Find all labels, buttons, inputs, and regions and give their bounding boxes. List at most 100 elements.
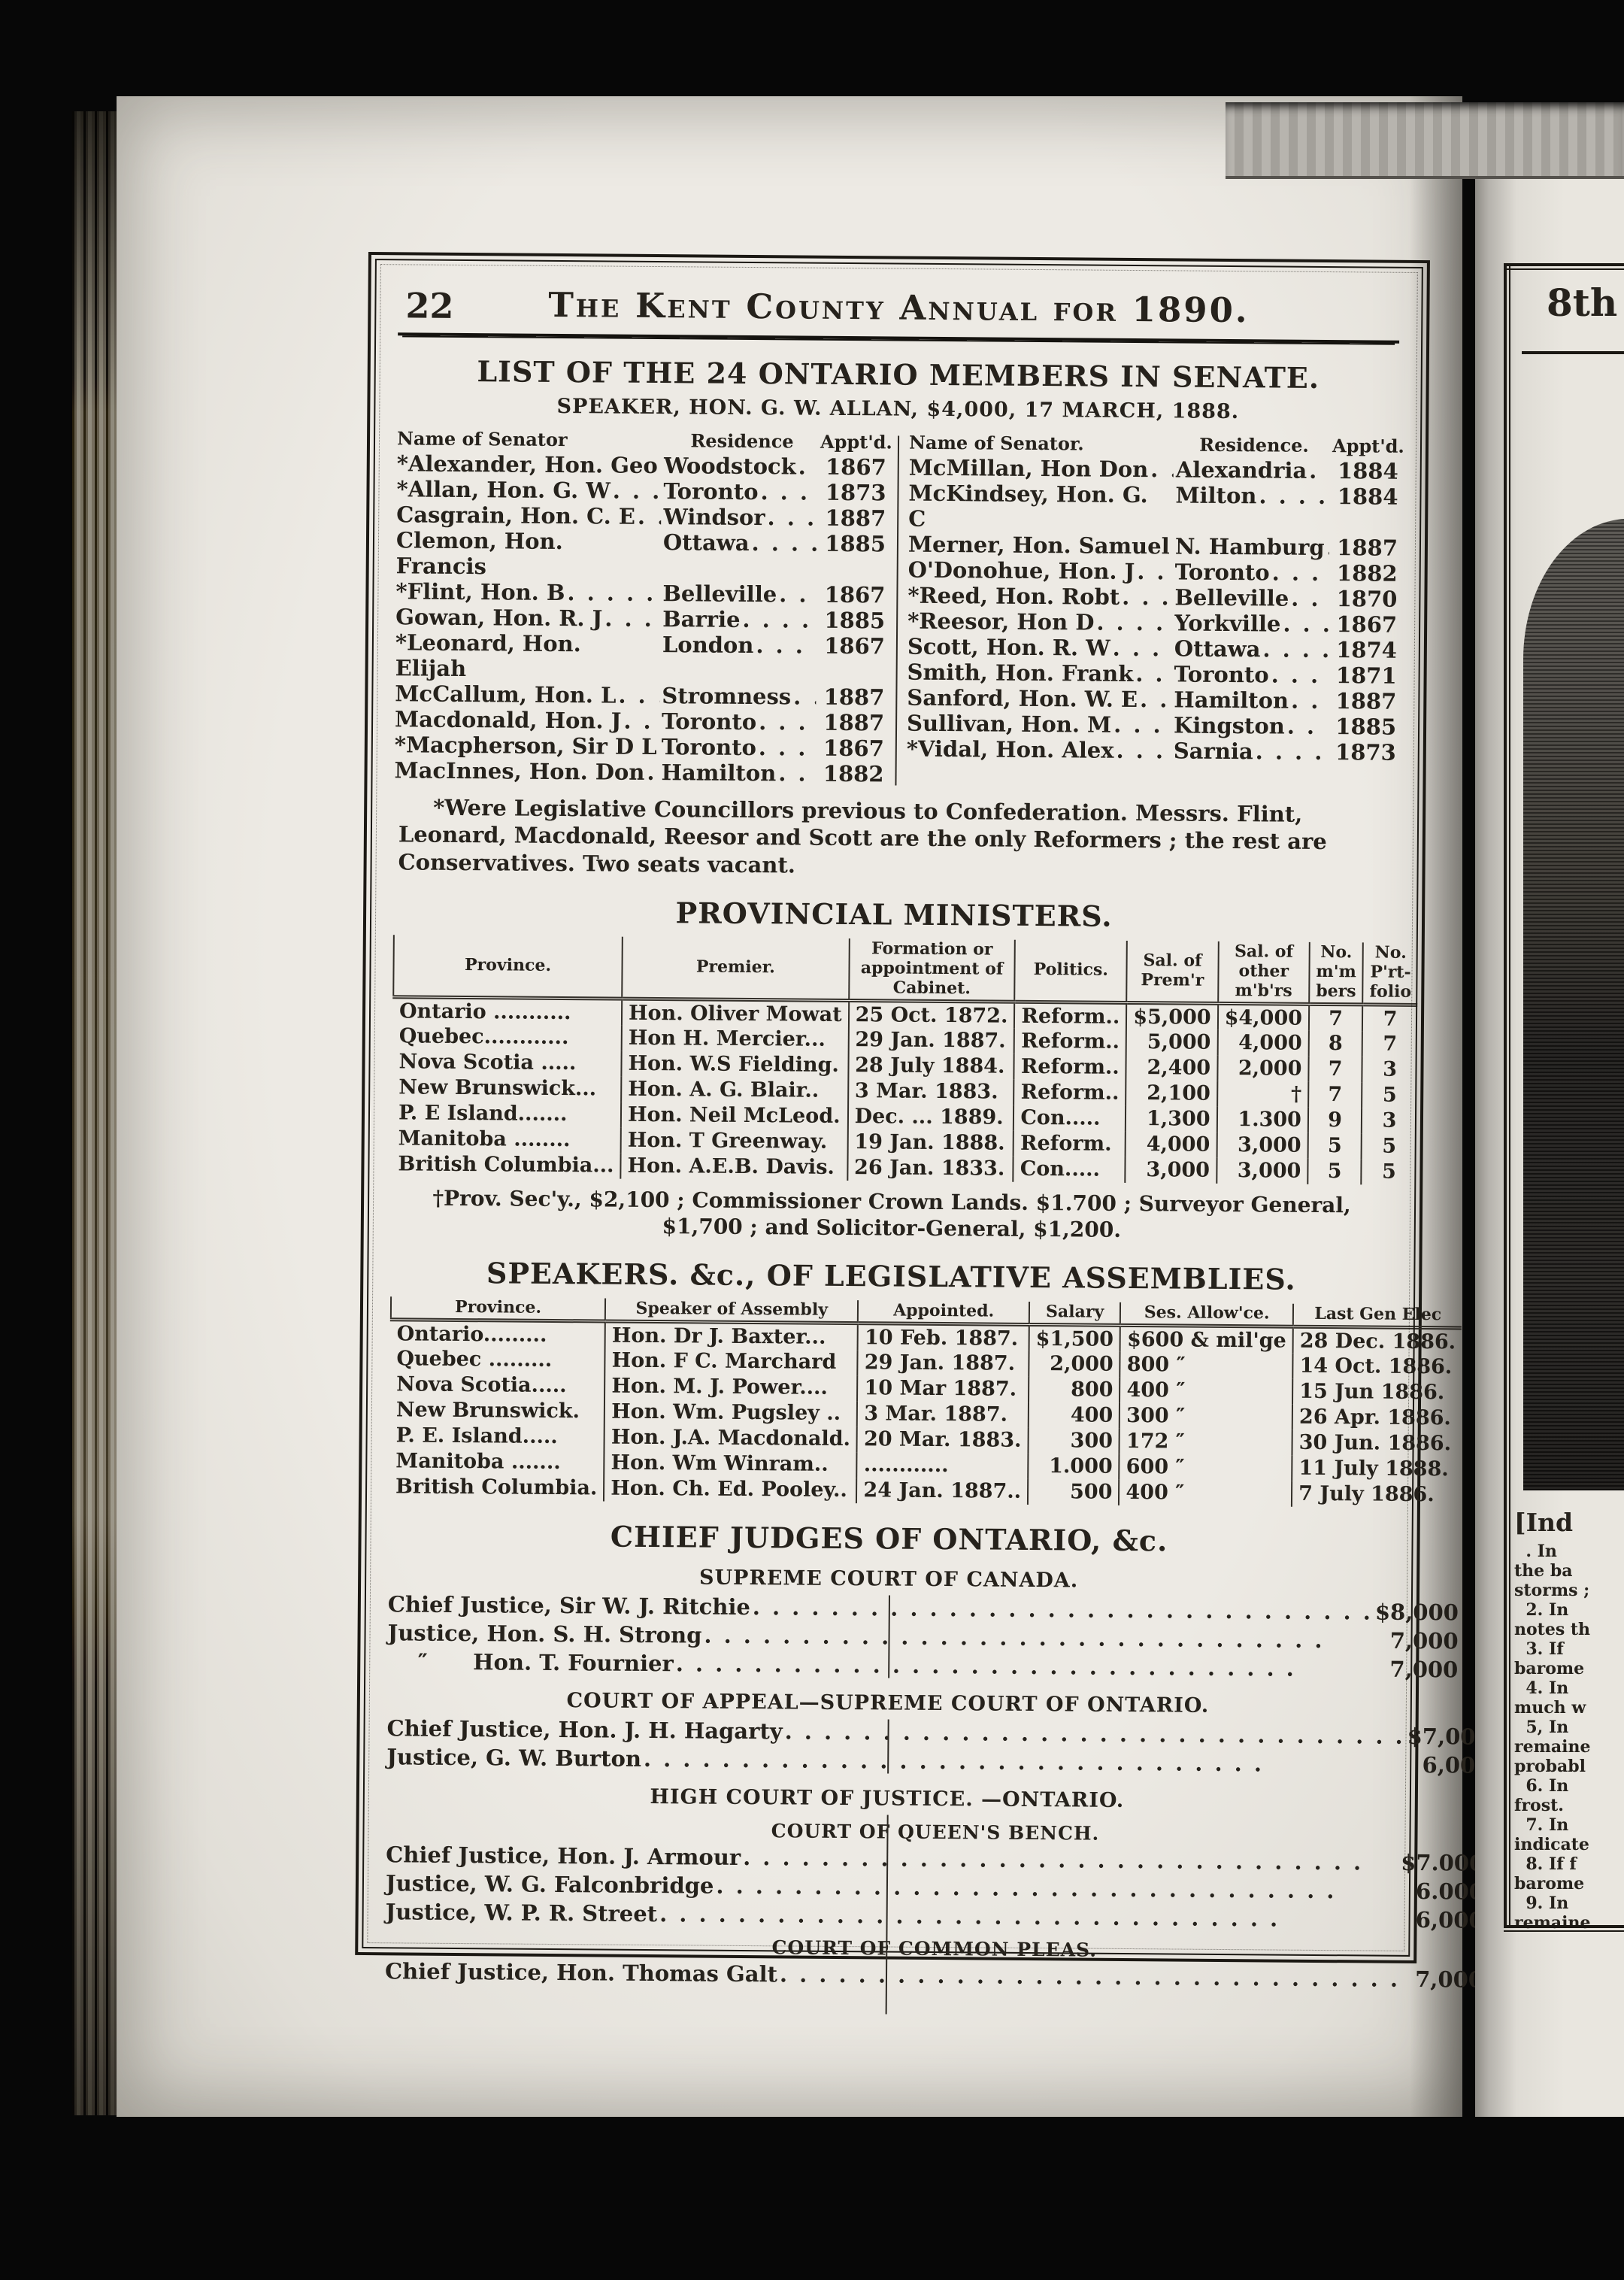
speaker-name: Hon. M. J. Power.... (604, 1373, 858, 1402)
senator-appointed-year: 1867 (823, 735, 884, 762)
judge-salary: 6.000 (1415, 1878, 1485, 1905)
ministers-footnote: †Prov. Sec'y., $2,100 ; Commissioner Cro… (432, 1185, 1351, 1242)
leader-dots (1326, 535, 1329, 560)
leader-dots (1271, 662, 1329, 688)
leader-dots (1122, 584, 1172, 611)
leader-dots (1262, 636, 1329, 662)
senator-appointed-year: 1870 (1336, 586, 1398, 612)
binding-cloth-band (1226, 102, 1624, 179)
speakers-col-header: Appointed. (858, 1299, 1030, 1325)
text-fragment: 2. In (1514, 1600, 1569, 1620)
premier: Hon. Neil McLeod. (620, 1102, 848, 1129)
leader-dots (767, 505, 817, 531)
senator-name: Scott, Hon. R. W (907, 633, 1110, 661)
num-portfolios: 5 (1361, 1159, 1416, 1185)
salary: 2,000 (1029, 1351, 1120, 1378)
senator-appointed-year: 1867 (825, 453, 886, 481)
leader-dots (1116, 738, 1171, 764)
text-fragment: remaine (1514, 1913, 1591, 1933)
senator-appointed-year: 1885 (825, 530, 886, 557)
leader-dots (756, 632, 817, 684)
cabinet-date: 19 Jan. 1888. (847, 1129, 1014, 1157)
province: New Brunswick. (395, 1398, 580, 1423)
cabinet-date: 25 Oct. 1872. (848, 1000, 1015, 1029)
senator-row: Sanford, Hon. W. E Hamilton 1887 (907, 685, 1396, 714)
senate-left-rows: *Alexander, Hon. Geo Woodstock 1867 *All… (394, 450, 886, 787)
senator-residence: Ottawa (1174, 635, 1261, 662)
leader-dots (1096, 610, 1172, 636)
premier: Hon H. Mercier... (621, 1026, 849, 1054)
senator-appointed-year: 1867 (1336, 611, 1398, 638)
leader-dots (753, 1593, 1373, 1626)
senate-table: Name of Senator Residence Appt'd. *Alexa… (394, 427, 1404, 791)
senator-name: *Flint, Hon. B (395, 578, 565, 606)
province: P. E Island....... (398, 1101, 568, 1126)
senator-name: Macdonald, Hon. J (394, 706, 622, 734)
province: Nova Scotia..... (396, 1372, 567, 1398)
salary-others: 3,000 (1216, 1132, 1308, 1159)
senator-row: Gowan, Hon. R. J Barrie 1885 (395, 604, 885, 633)
senator-appointed-year: 1867 (824, 632, 886, 659)
speaker-name: Hon. Ch. Ed. Pooley.. (604, 1475, 857, 1503)
leader-dots (798, 453, 818, 479)
senator-residence: Hamilton (1174, 687, 1289, 714)
salary-premier: 1,300 (1126, 1105, 1217, 1132)
province: New Brunswick... (398, 1075, 597, 1101)
judge-salary: $7.000 (1401, 1849, 1485, 1876)
leader-dots (778, 760, 816, 786)
right-page: 8th [Ind . In the ba storms ; 2. In notes t… (1475, 109, 1624, 2117)
province: Quebec ......... (396, 1347, 553, 1372)
senator-name: *Vidal, Hon. Alex (906, 735, 1114, 763)
cabinet-date: Dec. ... 1889. (847, 1104, 1014, 1131)
senator-appointed-year: 1887 (1337, 535, 1398, 561)
senator-row: Casgrain, Hon. C. E Windsor 1887 (396, 502, 886, 531)
salary: 1.000 (1028, 1453, 1120, 1480)
text-fragment: 9. In (1514, 1893, 1569, 1913)
senator-name: Casgrain, Hon. C. E (396, 502, 636, 529)
senator-name: *Allan, Hon. G. W (396, 476, 611, 504)
senate-right-half: Name of Senator. Residence. Appt'd. McMi… (906, 432, 1404, 791)
senator-appointed-year: 1867 (824, 581, 886, 608)
sessional-allowance: $600 & mil'ge (1120, 1324, 1293, 1354)
senator-name: McCallum, Hon. L (395, 681, 617, 708)
ornamental-page-frame: 22 The Kent County Annual for 1890. LIST… (355, 252, 1624, 2021)
senator-residence: Toronto (661, 734, 757, 761)
senator-name: Smith, Hon. Frank (907, 659, 1134, 687)
ministers-section: PROVINCIAL MINISTERS. Province. Premier. F… (391, 893, 1418, 1245)
speakers-title: SPEAKERS. &c., OF LEGISLATIVE ASSEMBLIES… (486, 1255, 1296, 1296)
appointed-date: 10 Feb. 1887. (857, 1323, 1029, 1352)
speakers-col-header: Province. (390, 1296, 606, 1321)
salary-premier: $5,000 (1126, 1002, 1218, 1031)
salary-premier: 3,000 (1125, 1157, 1217, 1184)
senator-row: *Reed, Hon. Robt Belleville 1870 (907, 583, 1397, 612)
right-page-header-rule (1522, 351, 1624, 354)
judge-name: Justice, W. G. Falconbridge (385, 1869, 714, 1899)
judge-name: Justice, Hon. S. H. Strong (387, 1619, 702, 1648)
senator-residence: Barrie (662, 606, 741, 632)
last-general-election: 26 Apr. 1886. (1292, 1404, 1462, 1432)
leader-dots (1291, 586, 1329, 611)
salary-premier: 2,400 (1126, 1055, 1218, 1082)
leader-dots (623, 708, 659, 734)
senate-left-half: Name of Senator Residence Appt'd. *Alexa… (394, 427, 892, 787)
supreme-court-left: Chief Justice, Sir W. J. Ritchie $8,000 … (387, 1590, 1459, 1684)
salary: 500 (1027, 1478, 1120, 1505)
senator-name: Merner, Hon. Samuel (907, 531, 1170, 559)
senator-name: Sanford, Hon. W. E (907, 684, 1138, 713)
senator-row: Merner, Hon. Samuel N. Hamburg 1887 (908, 532, 1398, 561)
senator-appointed-year: 1874 (1336, 637, 1398, 663)
salary-premier: 4,000 (1125, 1131, 1217, 1158)
province: British Columbia. (395, 1475, 598, 1500)
judge-name: Chief Justice, Hon. J. Armour (386, 1841, 741, 1870)
leader-dots (793, 684, 816, 709)
supreme-court-columns: Chief Justice, Sir W. J. Ritchie $8,000 … (387, 1590, 1624, 1684)
leader-dots (1113, 635, 1172, 662)
leader-dots (1291, 688, 1329, 714)
senate-left-headers: Name of Senator Residence Appt'd. (397, 427, 892, 453)
cabinet-date: 3 Mar. 1883. (847, 1078, 1014, 1105)
num-portfolios: 7 (1362, 1031, 1417, 1058)
text-fragment: 7. In (1514, 1815, 1569, 1835)
ministers-rows: Ontario ........... Hon. Oliver Mowat 25… (392, 996, 1417, 1185)
speakers-col-header: Speaker of Assembly (605, 1298, 859, 1323)
leader-dots (1172, 533, 1174, 559)
